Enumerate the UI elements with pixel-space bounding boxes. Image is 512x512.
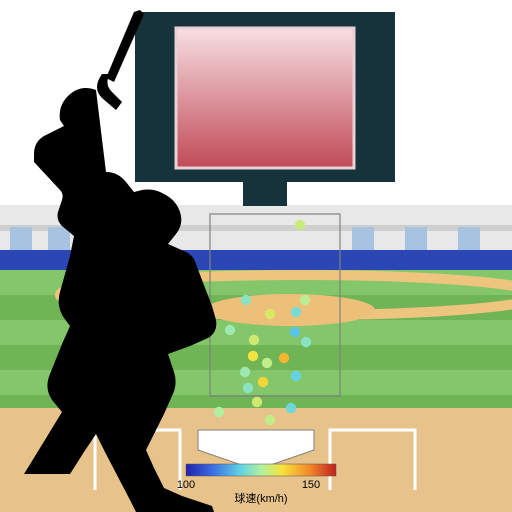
stand-entrance <box>352 227 374 250</box>
pitch-dot <box>258 377 268 387</box>
scoreboard-leg <box>243 182 287 206</box>
pitch-dot <box>291 371 301 381</box>
pitch-dot <box>262 358 272 368</box>
pitch-dot <box>291 307 301 317</box>
pitch-dot <box>301 337 311 347</box>
stand-entrance <box>405 227 427 250</box>
pitch-dot <box>300 295 310 305</box>
stand-entrance <box>48 227 70 250</box>
pitch-dot <box>286 403 296 413</box>
pitch-dot <box>240 367 250 377</box>
pitch-dot <box>241 295 251 305</box>
colorbar <box>186 464 336 476</box>
pitch-dot <box>252 397 262 407</box>
stand-entrance <box>10 227 32 250</box>
pitch-location-chart: 100 150 球速(km/h) <box>0 0 512 512</box>
pitch-dot <box>243 383 253 393</box>
colorbar-tick-label: 150 <box>302 479 320 491</box>
pitch-dot <box>279 353 289 363</box>
stand-entrance <box>458 227 480 250</box>
pitch-dot <box>249 335 259 345</box>
pitch-dot <box>225 325 235 335</box>
scoreboard-screen <box>176 28 354 168</box>
pitch-dot <box>265 415 275 425</box>
pitchers-mound <box>205 294 375 326</box>
pitch-dot <box>265 309 275 319</box>
pitch-dot <box>248 351 258 361</box>
pitch-dot <box>295 220 305 230</box>
pitch-dot <box>290 327 300 337</box>
colorbar-axis-label: 球速(km/h) <box>234 491 287 505</box>
colorbar-tick-label: 100 <box>177 479 195 491</box>
pitch-dot <box>214 407 224 417</box>
